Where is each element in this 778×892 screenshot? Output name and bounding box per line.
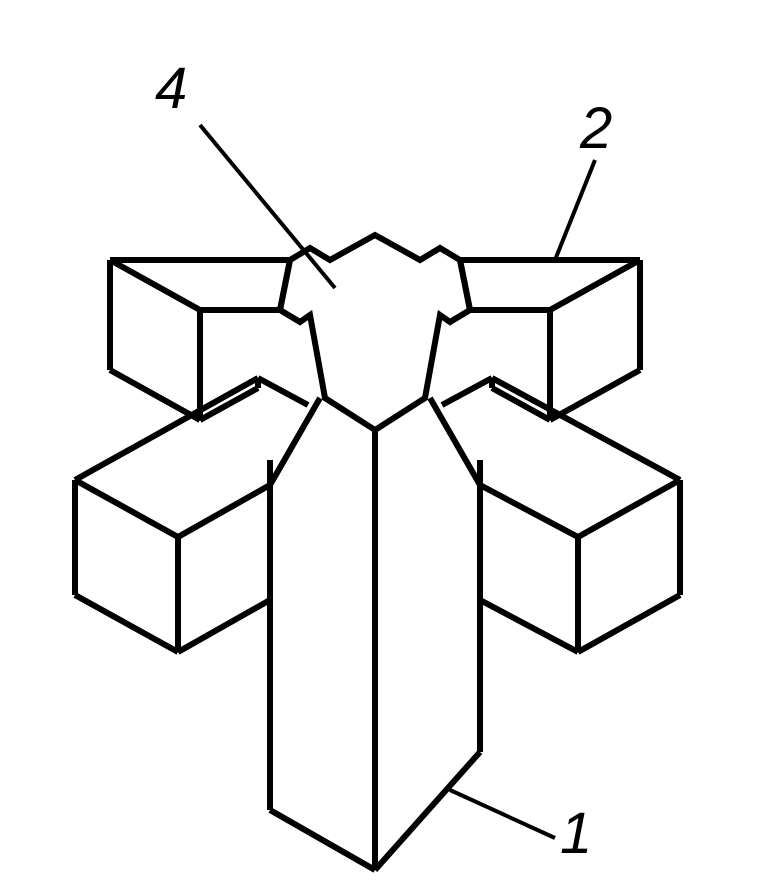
leader-lines bbox=[200, 125, 595, 838]
technical-diagram bbox=[0, 0, 778, 892]
upper-left-beam bbox=[110, 260, 290, 420]
label-1: 1 bbox=[560, 800, 592, 867]
top-plate-part-4 bbox=[280, 235, 470, 430]
leader-1 bbox=[450, 790, 555, 838]
label-4: 4 bbox=[155, 55, 187, 122]
label-2: 2 bbox=[580, 95, 612, 162]
leader-2 bbox=[555, 160, 595, 260]
column-part-1 bbox=[270, 430, 480, 870]
upper-right-beam-part-2 bbox=[460, 260, 640, 420]
joint-drawing bbox=[75, 235, 680, 870]
leader-4 bbox=[200, 125, 335, 288]
